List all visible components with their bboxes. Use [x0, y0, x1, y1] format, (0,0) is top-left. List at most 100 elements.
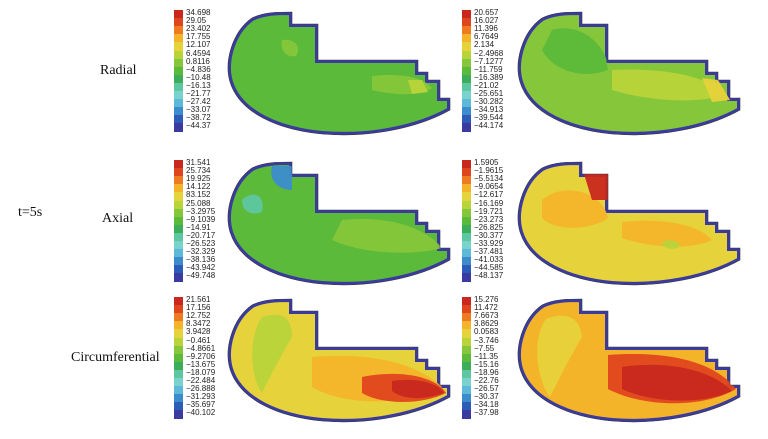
- legend-value: 25.734: [186, 166, 211, 176]
- legend-swatch: [174, 321, 183, 330]
- legend-value: −10.48: [186, 72, 211, 82]
- contour-region: [612, 69, 726, 101]
- legend-value: −30.37: [474, 392, 499, 402]
- legend-value: −18.079: [186, 367, 216, 377]
- legend-value: −44.174: [474, 121, 504, 131]
- legend-value: −12.617: [474, 190, 504, 200]
- legend-value: −2.4968: [474, 48, 504, 58]
- legend-swatch: [174, 216, 183, 225]
- contour-region: [281, 39, 299, 57]
- legend-swatch: [462, 224, 471, 234]
- legend-swatch: [462, 123, 471, 132]
- legend-value: −20.717: [186, 230, 216, 240]
- legend-value: −43.942: [186, 263, 216, 273]
- legend-value: 25.088: [186, 198, 211, 208]
- legend-swatch: [174, 224, 183, 234]
- legend-swatch: [462, 216, 471, 225]
- legend-value: −33.07: [186, 105, 211, 115]
- legend-value: 0.8116: [186, 56, 210, 66]
- legend-swatch: [174, 361, 183, 371]
- contour-region: [542, 28, 608, 74]
- legend-value: 29.05: [186, 16, 207, 26]
- legend-swatch: [174, 257, 183, 266]
- legend-swatch: [462, 345, 471, 354]
- contour-axial-left: [222, 160, 457, 292]
- contour-svg: [517, 11, 741, 136]
- legend-swatch: [174, 369, 183, 379]
- legend-swatch: [174, 241, 183, 250]
- legend-value: 83.152: [186, 190, 211, 200]
- legend-swatch: [462, 10, 471, 19]
- legend-value: −37.98: [474, 408, 499, 418]
- legend-swatch: [462, 265, 471, 274]
- contour-region: [537, 315, 582, 397]
- contour-circumferential-left: [222, 297, 457, 429]
- legend-swatch: [174, 265, 183, 274]
- legend-value: 11.472: [474, 303, 498, 313]
- legend-swatch: [462, 305, 471, 314]
- legend-swatch: [462, 402, 471, 411]
- legend-value: −31.293: [186, 392, 216, 402]
- contour-region: [271, 166, 292, 190]
- legend-value: 15.276: [474, 295, 499, 304]
- legend-value: 19.925: [186, 174, 211, 184]
- legend-swatch: [174, 26, 183, 35]
- legend-swatch: [174, 82, 183, 92]
- legend-swatch: [174, 50, 183, 59]
- legend-value: 2.134: [474, 40, 495, 50]
- legend-value: −15.16: [474, 359, 499, 369]
- legend-swatch: [462, 273, 471, 282]
- section-outline: [227, 11, 451, 136]
- legend-swatch: [462, 26, 471, 35]
- legend-value: 31.541: [186, 158, 211, 167]
- legend-value: −13.675: [186, 359, 216, 369]
- legend-swatch: [462, 313, 471, 322]
- section-outline: [517, 298, 741, 423]
- contour-circumferential-right: [512, 297, 747, 429]
- legend-swatch: [462, 184, 471, 193]
- legend-value: 3.8629: [474, 319, 499, 329]
- legend-value: −4.836: [186, 64, 211, 74]
- legend-swatch: [462, 58, 471, 67]
- legend-value: −27.42: [186, 97, 211, 107]
- legend-swatch: [462, 386, 471, 395]
- legend-swatch: [462, 66, 471, 75]
- legend-value: −32.329: [186, 247, 216, 257]
- legend-value: −7.55: [474, 343, 495, 353]
- legend-swatch: [174, 99, 183, 108]
- legend-value: 16.027: [474, 16, 499, 26]
- contour-region: [584, 174, 608, 200]
- legend-value: 34.698: [186, 8, 211, 17]
- legend-swatch: [462, 361, 471, 371]
- contour-region: [332, 219, 442, 253]
- legend-swatch: [174, 18, 183, 27]
- legend-value: −9.1039: [186, 214, 216, 224]
- row-label-axial: Axial: [102, 211, 134, 226]
- legend-value: 1.5905: [474, 158, 499, 167]
- legend-radial-right: 20.657 16.027 11.396 6.7649 2.134 −2.4968 −7.1…: [462, 9, 522, 135]
- legend-swatch: [174, 232, 183, 242]
- legend-value: −38.136: [186, 255, 216, 265]
- section-outline: [517, 161, 741, 286]
- legend-swatch: [174, 58, 183, 67]
- contour-svg: [227, 11, 451, 136]
- legend-swatch: [462, 99, 471, 108]
- contour-axial-right: [512, 160, 747, 292]
- legend-value: −22.484: [186, 376, 216, 385]
- contour-svg: [517, 298, 741, 423]
- legend-value: 6.4594: [186, 48, 211, 58]
- legend-swatch: [462, 232, 471, 242]
- legend-swatch: [462, 168, 471, 177]
- legend-swatch: [174, 176, 183, 185]
- legend-swatch: [174, 115, 183, 124]
- contour-radial-right: [512, 10, 747, 142]
- legend-swatch: [462, 200, 471, 209]
- legend-swatch: [174, 313, 183, 322]
- legend-swatch: [462, 337, 471, 346]
- legend-swatch: [174, 249, 183, 258]
- legend-swatch: [462, 176, 471, 185]
- legend-value: −37.481: [474, 247, 504, 257]
- legend-swatch: [174, 353, 183, 362]
- contour-base: [228, 162, 450, 285]
- legend-value: −3.2975: [186, 206, 216, 216]
